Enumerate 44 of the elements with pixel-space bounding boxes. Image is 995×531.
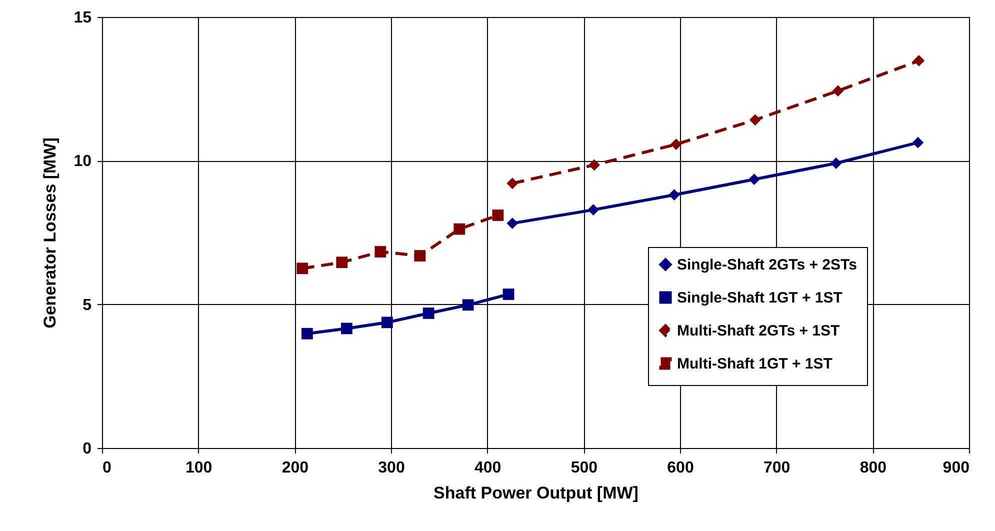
point (506, 218, 518, 230)
point (462, 299, 474, 311)
point (588, 159, 600, 171)
x-tick-label: 600 (667, 460, 694, 476)
x-tick-label: 700 (763, 460, 790, 476)
legend-label: Multi-Shaft 1GT + 1ST (677, 356, 832, 372)
point (748, 174, 760, 186)
point (301, 328, 313, 340)
point (668, 189, 680, 201)
legend-label: Single-Shaft 2GTs + 2STs (677, 256, 857, 274)
point (296, 262, 308, 274)
point (913, 54, 925, 66)
x-tick-label: 200 (282, 460, 309, 476)
y-tick-label: 5 (82, 296, 92, 314)
x-tick-label: 100 (185, 460, 212, 476)
point (506, 178, 518, 190)
point (336, 256, 348, 268)
x-tick-label: 300 (378, 460, 405, 476)
y-axis-title: Generator Losses [MW] (40, 138, 60, 328)
point (492, 210, 504, 221)
point (374, 246, 386, 258)
legend-label: Single-Shaft 1GT + 1ST (677, 290, 842, 306)
point (454, 223, 466, 235)
legend-label: Multi-Shaft 2GTs + 1ST (677, 322, 840, 340)
x-tick-label: 500 (570, 460, 598, 476)
x-tick-label: 0 (102, 460, 112, 476)
y-tick-label: 10 (74, 153, 92, 170)
point (830, 158, 842, 169)
x-tick-label: 400 (474, 460, 502, 476)
point (912, 136, 924, 148)
point (588, 204, 599, 216)
x-tick-label: 900 (942, 460, 970, 476)
x-tick-label: 800 (860, 460, 887, 476)
y-tick-label: 0 (82, 440, 92, 458)
point (381, 316, 393, 328)
x-axis-title: Shaft Power Output [MW] (434, 484, 638, 502)
point (749, 114, 761, 126)
point (832, 85, 844, 97)
point (414, 250, 426, 262)
point (422, 308, 434, 319)
y-tick-label: 15 (74, 10, 92, 26)
point (502, 288, 514, 300)
point (670, 138, 682, 150)
point (340, 322, 352, 334)
